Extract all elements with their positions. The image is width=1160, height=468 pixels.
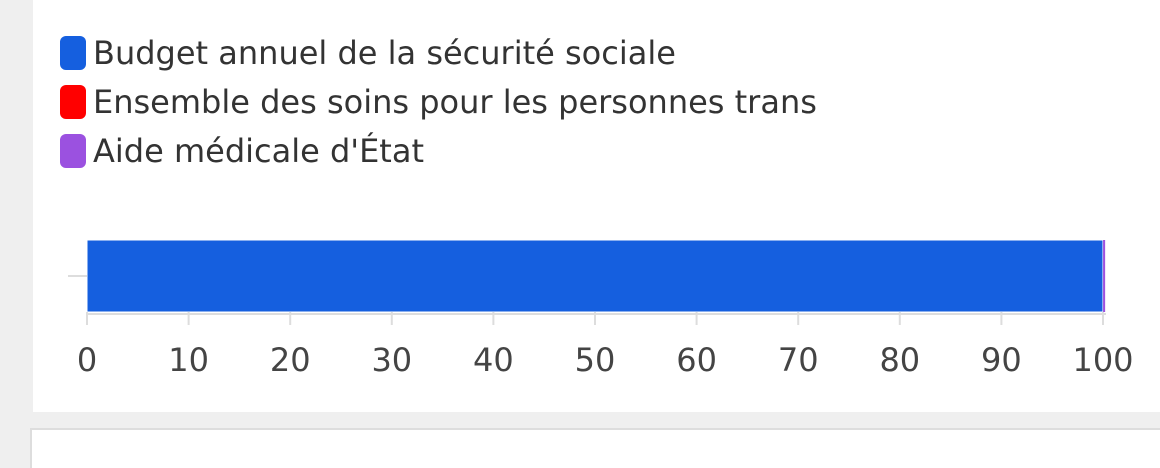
x-tick-label: 50	[575, 341, 616, 379]
legend-swatch	[60, 133, 86, 168]
x-tick-label: 40	[473, 341, 514, 379]
legend-item-soins-trans[interactable]: Ensemble des soins pour les personnes tr…	[60, 77, 817, 126]
legend-label: Aide médicale d'État	[93, 131, 424, 170]
legend-item-aide-medicale[interactable]: Aide médicale d'État	[60, 126, 817, 175]
bar-0[interactable]	[86, 239, 1104, 313]
chart-plot-area: 0 10 20 30 40 50 60 70 80 90 100	[68, 239, 1134, 379]
legend-label: Ensemble des soins pour les personnes tr…	[93, 82, 817, 121]
chart-legend: Budget annuel de la sécurité sociale Ens…	[60, 28, 817, 175]
chart-bars	[86, 239, 1106, 313]
x-tick-label: 60	[676, 341, 717, 379]
legend-label: Budget annuel de la sécurité sociale	[93, 33, 676, 72]
x-tick-label: 0	[77, 341, 97, 379]
bar-2[interactable]	[1103, 240, 1106, 312]
next-card	[30, 428, 1160, 468]
chart-card: Budget annuel de la sécurité sociale Ens…	[33, 0, 1160, 412]
x-tick-label: 100	[1072, 341, 1133, 379]
x-tick-label: 10	[168, 341, 209, 379]
legend-swatch	[60, 84, 86, 119]
x-tick-label: 80	[879, 341, 920, 379]
x-tick-label: 70	[778, 341, 819, 379]
x-tick-label: 20	[270, 341, 311, 379]
legend-swatch	[60, 35, 86, 70]
legend-item-securite-sociale[interactable]: Budget annuel de la sécurité sociale	[60, 28, 817, 77]
x-tick-label: 90	[981, 341, 1022, 379]
x-tick-label: 30	[371, 341, 412, 379]
x-axis: 0 10 20 30 40 50 60 70 80 90 100	[68, 275, 1134, 379]
